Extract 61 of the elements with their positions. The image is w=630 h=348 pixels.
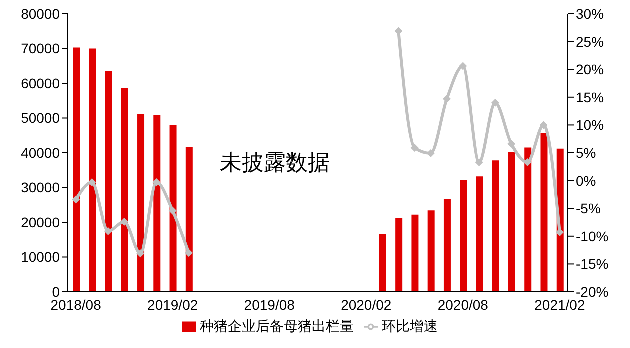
point xyxy=(556,228,564,237)
point xyxy=(491,98,500,107)
y2-tick-label: -5% xyxy=(576,200,601,217)
x-tick-label: 2020/02 xyxy=(341,296,392,313)
point xyxy=(524,158,532,166)
point xyxy=(508,140,516,148)
bar xyxy=(138,114,145,292)
point xyxy=(168,206,177,215)
bar xyxy=(412,214,419,292)
y-tick-label: 50000 xyxy=(21,110,60,126)
bar xyxy=(460,180,468,292)
point xyxy=(104,227,112,236)
y-tick-label: 80000 xyxy=(21,6,60,22)
point xyxy=(120,218,128,226)
point xyxy=(475,158,484,166)
bar xyxy=(524,148,532,292)
x-tick-label: 2019/08 xyxy=(244,296,296,313)
legend-label: 种猪企业后备母猪出栏量 xyxy=(200,318,354,334)
bar xyxy=(379,234,386,292)
point xyxy=(443,95,452,104)
point xyxy=(184,249,193,258)
point xyxy=(136,250,145,258)
y-tick-label: 60000 xyxy=(21,75,60,92)
point xyxy=(459,62,468,70)
bar xyxy=(121,88,128,292)
y2-tick-label: 30% xyxy=(576,6,604,22)
bar xyxy=(89,48,96,292)
bar xyxy=(186,147,193,292)
y2-tick-label: 10% xyxy=(576,117,604,134)
x-tick-label: 2020/08 xyxy=(438,296,489,313)
y-tick-label: 30000 xyxy=(21,180,60,196)
y2-tick-label: 5% xyxy=(576,144,596,161)
y2-tick-label: 25% xyxy=(576,34,604,50)
bar xyxy=(105,71,112,292)
y2-tick-label: 15% xyxy=(576,89,604,106)
point xyxy=(540,121,548,130)
y-tick-label: 70000 xyxy=(21,40,60,57)
y-tick-label: 20000 xyxy=(21,214,60,230)
legend-label: 环比增速 xyxy=(382,318,438,334)
bar xyxy=(170,126,177,292)
y2-tick-label: 20% xyxy=(576,62,604,78)
y2-tick-label: -15% xyxy=(576,256,609,272)
bar xyxy=(73,48,80,292)
bar xyxy=(540,134,548,292)
bar xyxy=(476,176,484,292)
x-tick-label: 2019/02 xyxy=(148,296,198,313)
y-tick-label: 40000 xyxy=(21,144,60,161)
bar xyxy=(444,199,451,292)
point xyxy=(72,196,80,204)
point xyxy=(152,178,161,186)
annotation: 未披露数据 xyxy=(220,149,330,177)
point xyxy=(410,144,419,152)
bar xyxy=(492,160,500,292)
bar xyxy=(396,218,403,292)
point xyxy=(88,178,96,186)
y2-tick-label: 0% xyxy=(576,172,596,189)
bar xyxy=(508,152,516,292)
bar xyxy=(154,115,161,292)
y2-tick-label: -10% xyxy=(576,228,609,244)
bar xyxy=(428,210,435,292)
y-tick-label: 10000 xyxy=(21,249,60,266)
